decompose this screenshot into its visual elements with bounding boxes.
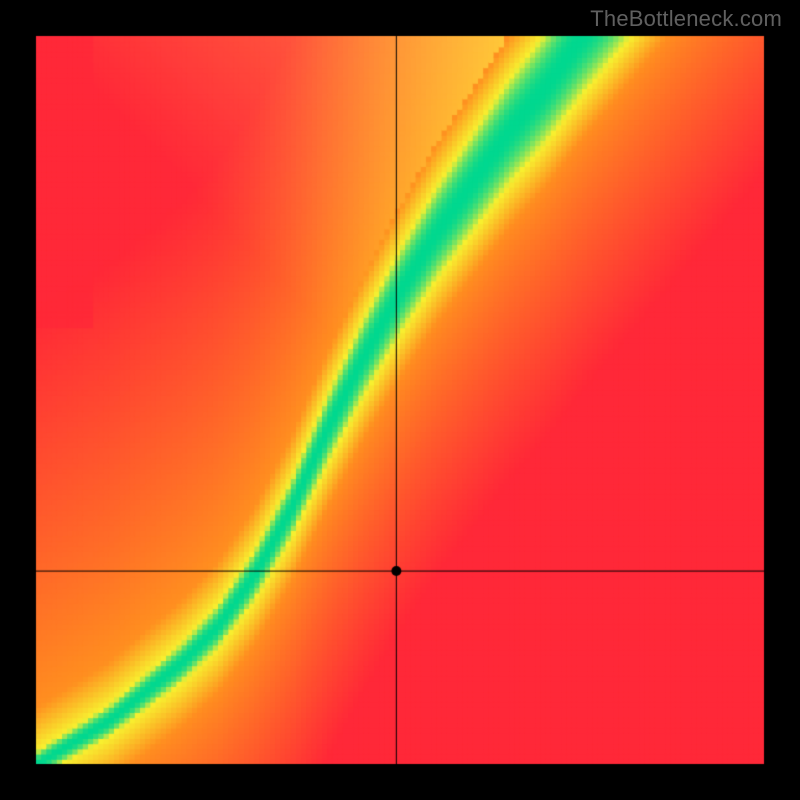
watermark-text: TheBottleneck.com [590, 6, 782, 32]
bottleneck-heatmap [0, 0, 800, 800]
